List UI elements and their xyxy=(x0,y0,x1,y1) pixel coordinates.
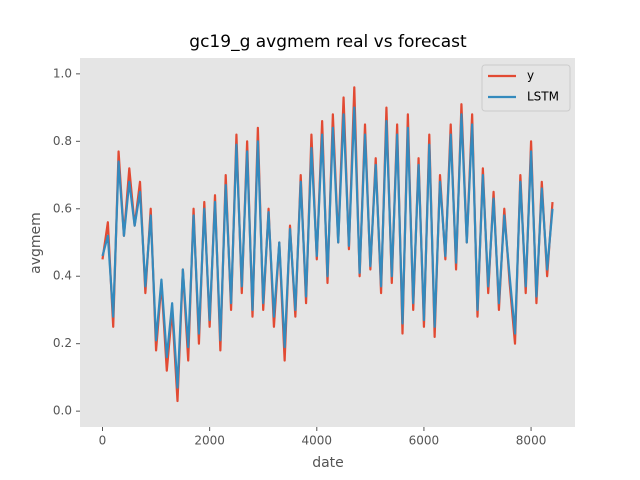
series-line xyxy=(101,106,554,389)
y-axis-label: avgmem xyxy=(28,212,44,274)
y-tick-label: 1.0 xyxy=(53,66,72,80)
y-tick-label: 0.6 xyxy=(53,201,72,215)
chart-title: gc19_g avgmem real vs forecast xyxy=(189,32,467,52)
x-axis-label: date xyxy=(312,455,344,471)
x-tick-label: 2000 xyxy=(194,434,225,448)
y-tick-label: 0.2 xyxy=(53,336,72,350)
y-tick-label: 0.0 xyxy=(53,404,72,418)
x-tick-label: 4000 xyxy=(302,434,333,448)
x-tick-label: 8000 xyxy=(516,434,547,448)
legend-label: LSTM xyxy=(527,90,559,104)
legend-box xyxy=(481,64,571,112)
plot-area xyxy=(80,58,575,427)
x-tick-label: 0 xyxy=(99,434,107,448)
legend-label: y xyxy=(527,69,534,83)
x-tick-label: 6000 xyxy=(409,434,440,448)
y-tick-label: 0.8 xyxy=(53,134,72,148)
y-tick-label: 0.4 xyxy=(53,269,72,283)
series-line xyxy=(101,86,554,403)
